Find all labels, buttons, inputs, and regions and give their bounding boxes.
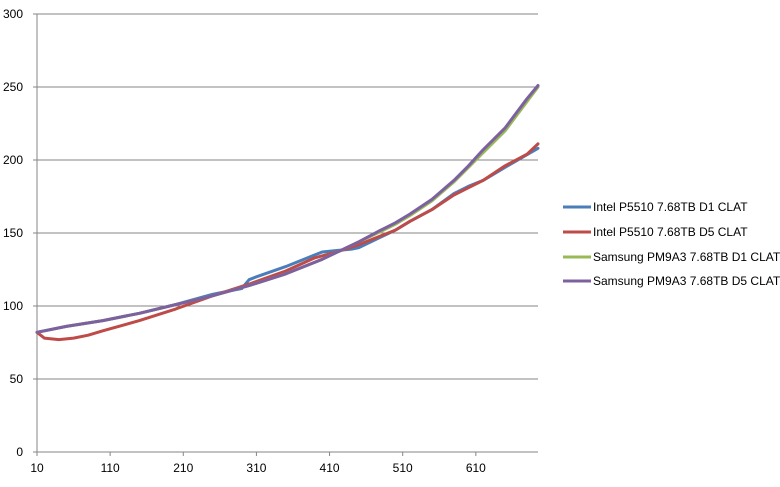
x-tick-label: 610 bbox=[466, 461, 486, 475]
legend-label: Samsung PM9A3 7.68TB D5 CLAT bbox=[593, 274, 780, 288]
x-tick-label: 310 bbox=[246, 461, 266, 475]
x-tick-labels: 10 110 210 310 410 510 610 bbox=[30, 452, 486, 475]
series-line-2 bbox=[35, 142, 540, 342]
y-tick-label: 0 bbox=[16, 445, 23, 459]
x-tick-label: 10 bbox=[30, 461, 44, 475]
y-tick-label: 100 bbox=[3, 299, 23, 313]
series-line-4 bbox=[35, 84, 540, 334]
y-tick-label: 50 bbox=[10, 372, 24, 386]
legend-label: Intel P5510 7.68TB D5 CLAT bbox=[593, 225, 748, 239]
x-tick-label: 210 bbox=[173, 461, 193, 475]
series-lines bbox=[35, 84, 540, 342]
legend: Intel P5510 7.68TB D1 CLAT Intel P5510 7.… bbox=[563, 200, 780, 288]
series-line-1 bbox=[35, 146, 540, 334]
y-tick-labels: 0 50 100 150 200 250 300 bbox=[3, 7, 23, 459]
x-tick-label: 510 bbox=[393, 461, 413, 475]
legend-label: Samsung PM9A3 7.68TB D1 CLAT bbox=[593, 250, 780, 264]
series-line-3 bbox=[35, 85, 540, 334]
y-tick-label: 300 bbox=[3, 7, 23, 21]
legend-label: Intel P5510 7.68TB D1 CLAT bbox=[593, 200, 748, 214]
y-tick-label: 150 bbox=[3, 226, 23, 240]
gridlines bbox=[33, 13, 538, 453]
y-tick-label: 250 bbox=[3, 80, 23, 94]
x-tick-label: 410 bbox=[320, 461, 340, 475]
y-tick-label: 200 bbox=[3, 153, 23, 167]
x-tick-label: 110 bbox=[101, 461, 120, 475]
